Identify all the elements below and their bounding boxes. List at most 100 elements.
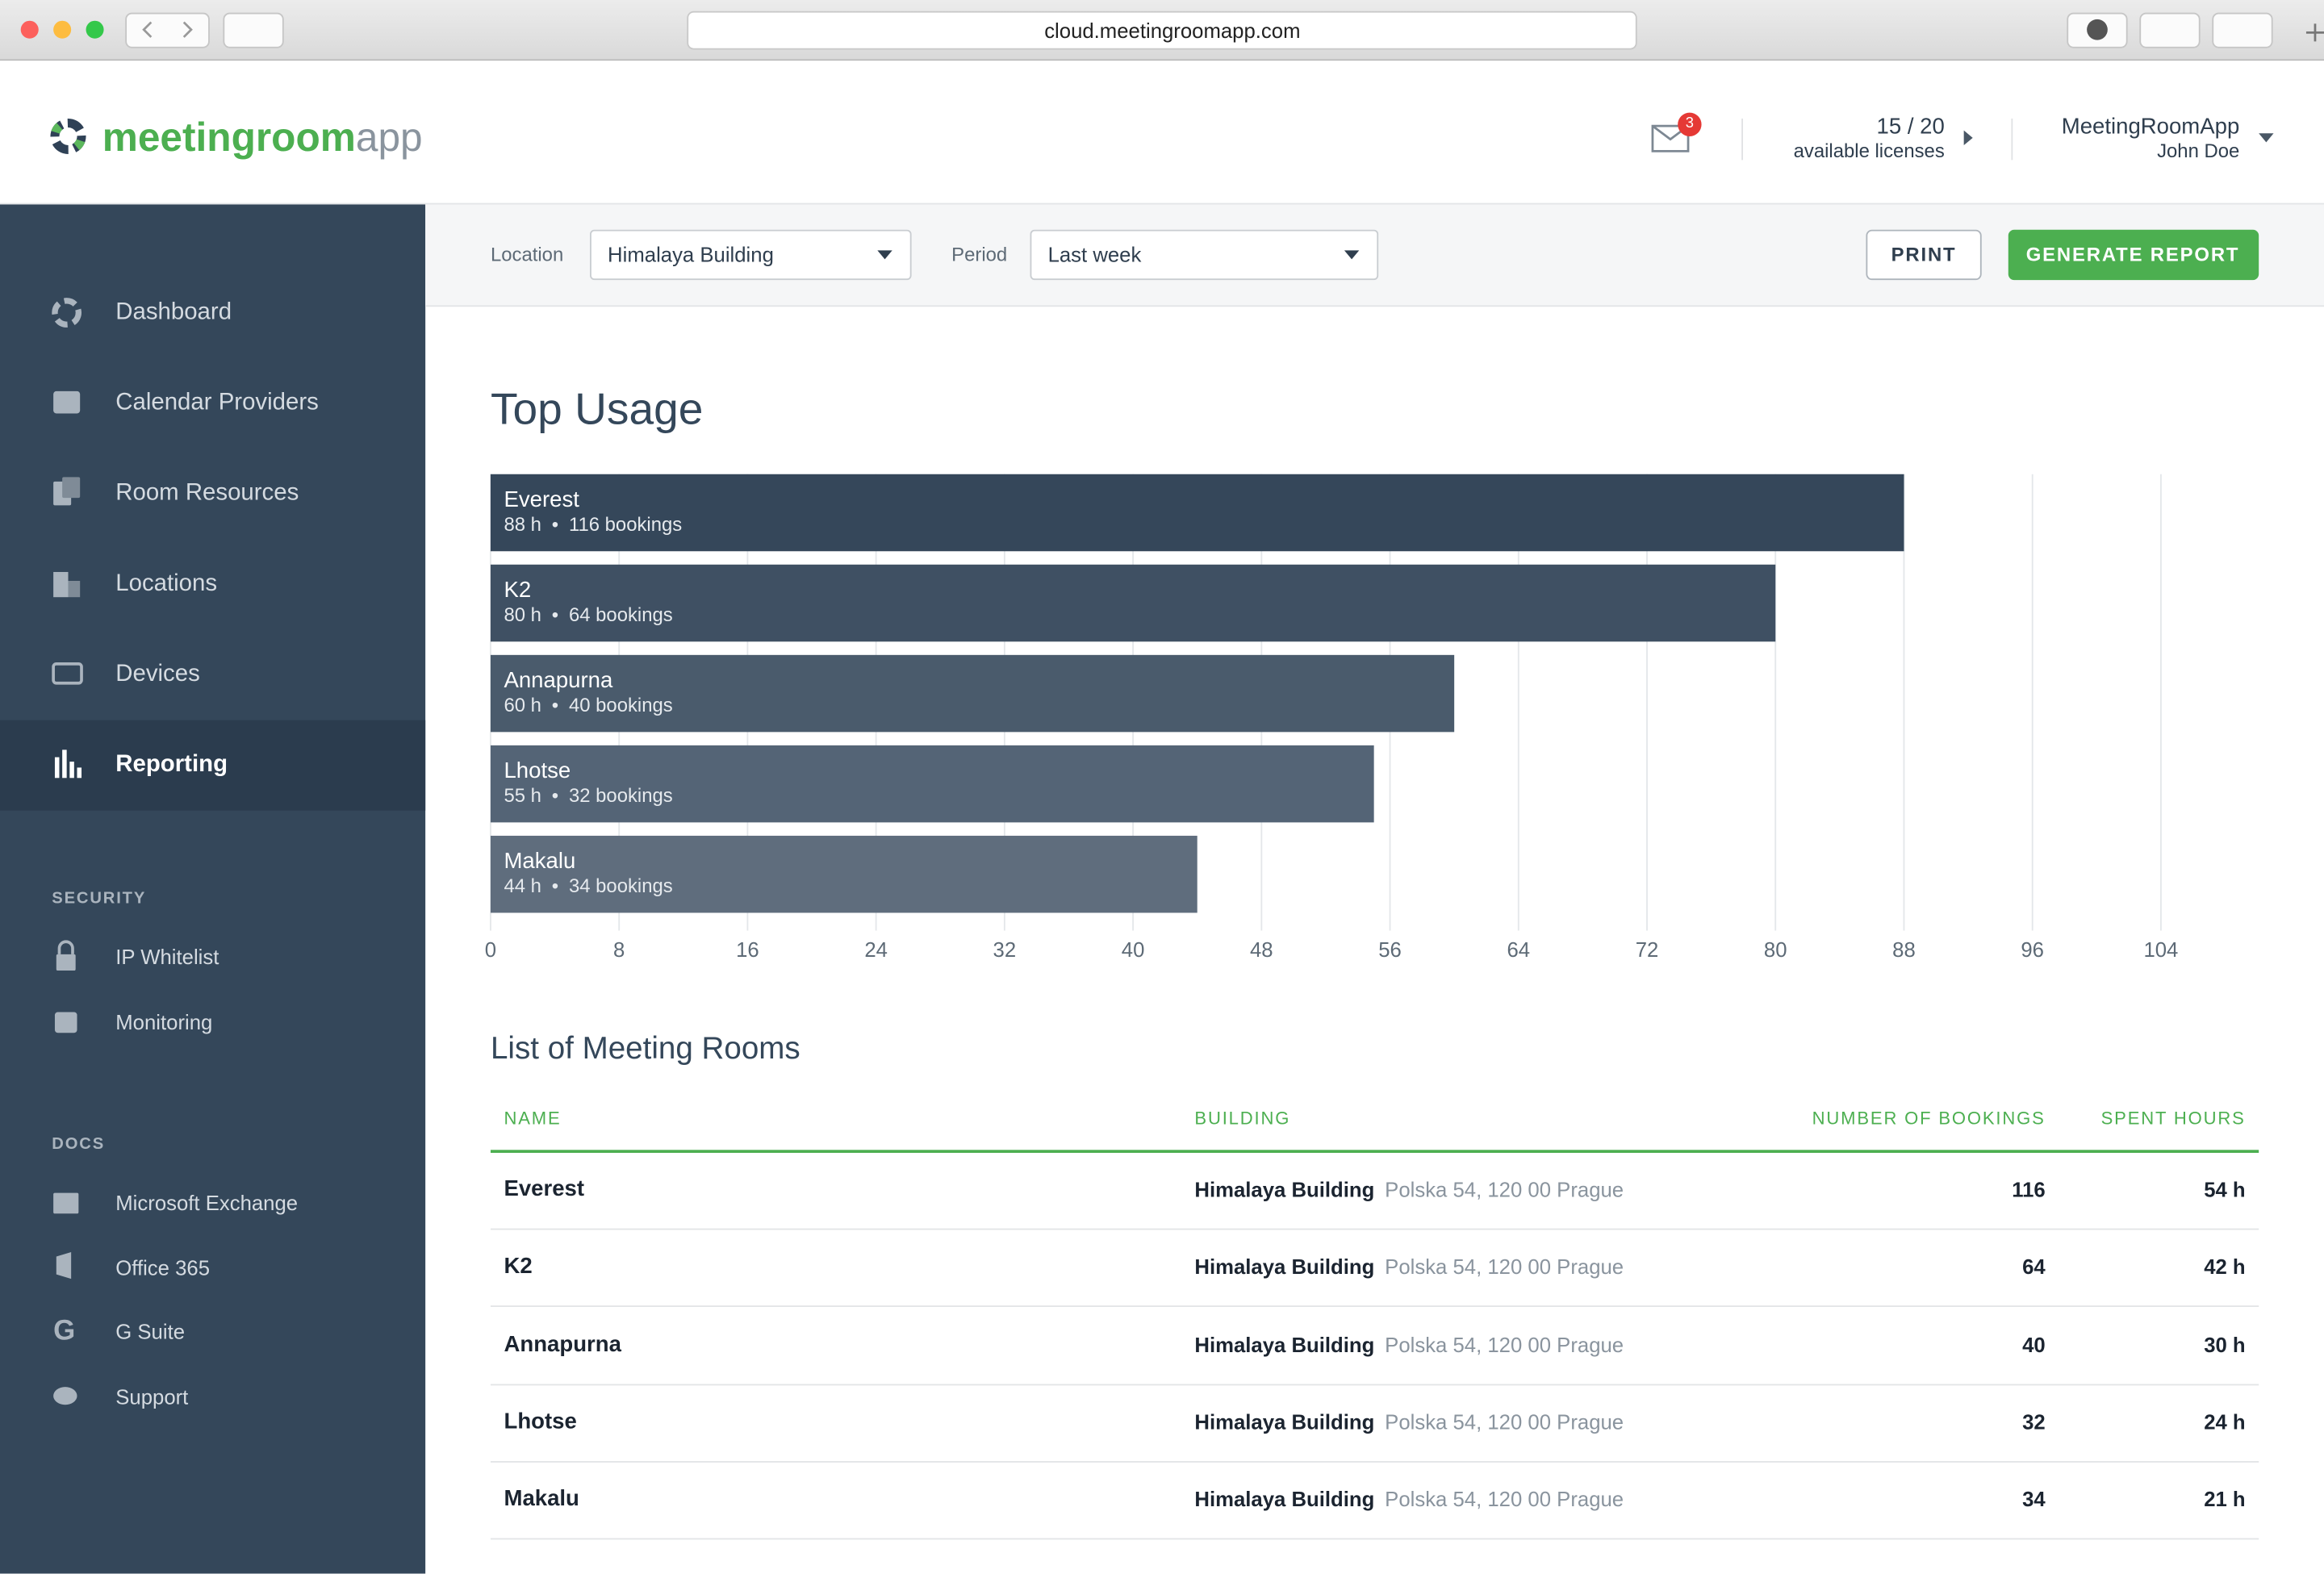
separator: • [552,695,558,716]
bar-sublabel: 55 h • 32 bookings [504,785,672,807]
building-address: Polska 54, 120 00 Prague [1385,1177,1624,1201]
print-button[interactable] [1866,229,1982,281]
bar-label: Everest [504,486,579,511]
x-tick-label: 40 [1122,939,1145,962]
building: Himalaya Building Polska 54, 120 00 Pragu… [1194,1177,1624,1202]
download-icon [2087,19,2108,40]
building: Himalaya Building Polska 54, 120 00 Pragu… [1194,1488,1624,1513]
x-tick-label: 104 [2143,939,2178,962]
select-caret [877,250,892,260]
share-button[interactable] [2139,12,2201,48]
nav-arrows [142,21,193,38]
separator: • [552,785,558,807]
new-tab[interactable] [2305,23,2324,42]
sidebar-item[interactable]: Devices [115,661,200,687]
logo: meetingroomapp [102,114,423,161]
licenses-arrow[interactable] [1962,129,1975,147]
room-name: Annapurna [504,1331,621,1357]
sidebar-toggle[interactable] [223,12,284,48]
bar-label: Lhotse [504,758,571,783]
building: Himalaya Building Polska 54, 120 00 Pragu… [1194,1255,1624,1280]
period-label: Period [951,243,1008,266]
bookings-label: 32 bookings [569,785,673,807]
building: Himalaya Building Polska 54, 120 00 Pragu… [1194,1410,1624,1435]
badge [1678,112,1702,136]
sidebar-item[interactable]: Monitoring [115,1009,213,1034]
location-select[interactable] [590,229,912,281]
nav-buttons[interactable] [125,12,210,48]
x-tick-label: 48 [1250,939,1273,962]
logo-suffix: app [355,115,423,161]
user-name[interactable]: John Doe [2157,140,2240,162]
url-text: cloud.meetingroomapp.com [1044,19,1301,43]
bar [490,745,1374,823]
room-name: Everest [504,1176,585,1202]
logo-main: meetingroom [102,115,356,161]
x-tick-label: 96 [2021,939,2044,962]
row-divider [490,1228,2259,1230]
x-tick-label: 0 [485,939,496,962]
row-divider [490,1383,2259,1385]
chart-title: Top Usage [490,385,704,435]
row-divider [490,1538,2259,1540]
bar [490,474,1904,552]
sidebar-icons: G [52,298,83,1405]
column-header: BUILDING [1194,1108,1291,1129]
bookings: 32 [2022,1409,2046,1434]
generate-button[interactable] [2008,229,2259,281]
sidebar-item[interactable]: Dashboard [115,299,232,325]
location-value: Himalaya Building [608,242,774,266]
bookings: 34 [2022,1487,2046,1512]
account-name[interactable]: MeetingRoomApp [2061,114,2240,140]
table-title: List of Meeting Rooms [490,1032,800,1067]
bar-label: Annapurna [504,667,612,692]
sidebar-item[interactable]: Microsoft Exchange [115,1190,299,1215]
zoom-button[interactable] [86,20,104,39]
account-caret[interactable] [2257,132,2275,144]
hours-label: 44 h [504,876,541,898]
bar-label: K2 [504,577,531,602]
spent-hours: 21 h [2204,1487,2246,1512]
building-address: Polska 54, 120 00 Prague [1385,1409,1624,1434]
sidebar-item[interactable]: Locations [115,570,218,597]
separator: • [552,604,558,626]
table-header-rule [490,1150,2259,1153]
building-address: Polska 54, 120 00 Prague [1385,1332,1624,1356]
sidebar [0,204,426,1574]
licenses: 15 / 20 [1876,114,1945,140]
sidebar-item[interactable]: IP Whitelist [115,945,219,969]
sidebar-item[interactable]: Reporting [115,751,228,778]
url-bar[interactable] [687,10,1637,50]
close-button[interactable] [20,20,39,39]
row-divider [490,1305,2259,1308]
sidebar-item[interactable]: Room Resources [115,480,299,507]
x-tick-label: 56 [1378,939,1402,962]
x-tick-label: 72 [1636,939,1659,962]
sidebar-item[interactable]: Calendar Providers [115,390,319,416]
period-value: Last week [1047,242,1142,266]
room-name: Lhotse [504,1409,577,1434]
spent-hours: 42 h [2204,1255,2246,1279]
building-address: Polska 54, 120 00 Prague [1385,1255,1624,1279]
bookings: 64 [2022,1255,2046,1279]
column-header: NAME [504,1108,562,1129]
row-divider [490,1460,2259,1463]
sidebar-item[interactable]: G Suite [115,1320,186,1344]
x-tick-label: 24 [864,939,888,962]
sidebar-item[interactable]: Support [115,1384,189,1409]
divider [1741,118,1743,161]
sidebar-item[interactable]: Office 365 [115,1255,211,1280]
x-tick-label: 16 [736,939,759,962]
licenses-label: available licenses [1793,140,1945,162]
divider [2011,118,2013,161]
tabs-button[interactable] [2212,12,2273,48]
print-label: PRINT [1891,243,1957,266]
bookings-label: 64 bookings [569,604,673,626]
hours-label: 55 h [504,785,541,807]
x-tick-label: 80 [1764,939,1787,962]
minimize-button[interactable] [53,20,72,39]
period-select[interactable] [1030,229,1379,281]
